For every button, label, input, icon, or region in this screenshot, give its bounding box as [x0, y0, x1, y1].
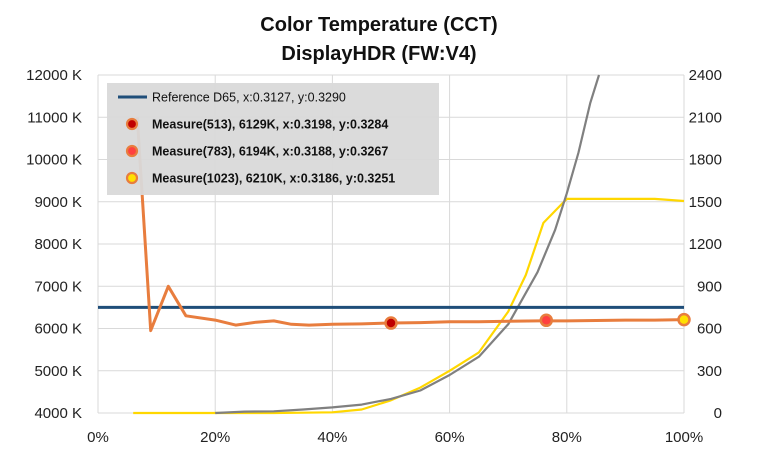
x-tick-label: 80% — [552, 429, 582, 446]
y-right-tick-label: 1800 — [689, 152, 722, 169]
y-left-tick-label: 12000 K — [26, 67, 82, 84]
y-left-tick-label: 4000 K — [34, 405, 82, 422]
y-left-tick-label: 11000 K — [27, 109, 82, 126]
y-right-tick-label: 1200 — [689, 236, 722, 253]
y-left-tick-label: 7000 K — [34, 278, 82, 295]
legend-label-measure-1023: Measure(1023), 6210K, x:0.3186, y:0.3251 — [152, 172, 395, 186]
y-left-tick-label: 9000 K — [34, 194, 82, 211]
chart-title: Color Temperature (CCT) — [260, 14, 497, 36]
y-left-tick-label: 5000 K — [34, 363, 82, 380]
y-right-tick-label: 2100 — [689, 109, 722, 126]
chart-subtitle: DisplayHDR (FW:V4) — [281, 43, 476, 65]
y-right-tick-label: 600 — [697, 321, 722, 338]
measure-513-marker — [384, 316, 398, 330]
tick-labels: 4000 K 0 5000 K 300 6000 K 600 7000 K 900 8000 K… — [26, 67, 722, 446]
luminance-gray-line — [215, 74, 601, 415]
legend-swatch-measure-1023 — [125, 171, 139, 185]
x-tick-label: 0% — [87, 429, 109, 446]
measure-783-marker — [539, 313, 554, 328]
x-tick-label: 20% — [200, 429, 230, 446]
y-left-tick-label: 10000 K — [26, 152, 82, 169]
y-left-tick-label: 8000 K — [34, 236, 82, 253]
x-tick-label: 100% — [665, 429, 703, 446]
legend-label-reference: Reference D65, x:0.3127, y:0.3290 — [152, 91, 346, 105]
legend-swatch-measure-513 — [125, 117, 139, 131]
y-right-tick-label: 0 — [714, 405, 722, 422]
legend: Reference D65, x:0.3127, y:0.3290 Measure… — [107, 83, 439, 195]
x-tick-label: 40% — [317, 429, 347, 446]
measure-1023-marker — [677, 312, 691, 327]
y-left-tick-label: 6000 K — [34, 321, 82, 338]
measure-cct-line — [135, 117, 685, 333]
legend-label-measure-513: Measure(513), 6129K, x:0.3198, y:0.3284 — [152, 118, 388, 132]
legend-swatch-measure-783 — [125, 144, 139, 158]
legend-box — [107, 83, 439, 195]
series-layer — [98, 74, 691, 415]
y-right-tick-label: 900 — [697, 278, 722, 295]
y-right-tick-label: 1500 — [689, 194, 722, 211]
legend-label-measure-783: Measure(783), 6194K, x:0.3188, y:0.3267 — [152, 145, 388, 159]
y-right-tick-label: 2400 — [689, 67, 722, 84]
y-right-tick-label: 300 — [697, 363, 722, 380]
x-tick-label: 60% — [435, 429, 465, 446]
